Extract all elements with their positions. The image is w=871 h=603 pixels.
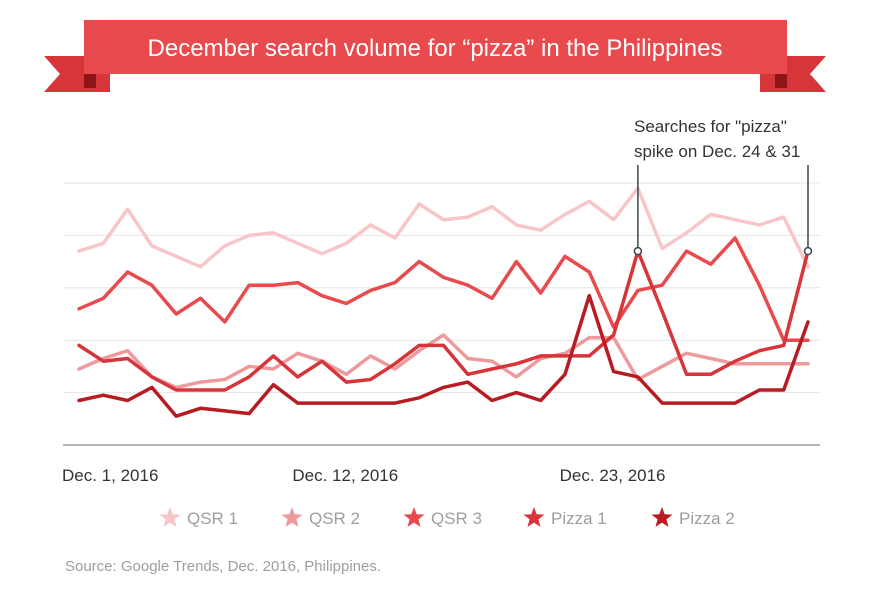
annotation-marker-dec-24 — [633, 246, 643, 256]
legend-item-qsr-2: QSR 2 — [281, 507, 360, 528]
annotation-line-1: Searches for "pizza" — [634, 117, 787, 136]
title-ribbon: December search volume for “pizza” in th… — [44, 20, 826, 92]
legend-label: QSR 3 — [431, 509, 482, 528]
series-line-qsr-3 — [77, 236, 810, 342]
star-icon — [651, 507, 673, 527]
series-line-pizza-1 — [77, 249, 810, 392]
legend-label: QSR 2 — [309, 509, 360, 528]
star-icon — [281, 507, 303, 527]
legend-label: Pizza 1 — [551, 509, 607, 528]
gridlines — [63, 182, 820, 394]
chart-title: December search volume for “pizza” in th… — [148, 35, 723, 62]
legend-item-qsr-1: QSR 1 — [159, 507, 238, 528]
legend-item-qsr-3: QSR 3 — [403, 507, 482, 528]
annotation: Searches for "pizza" spike on Dec. 24 & … — [633, 117, 813, 256]
legend-label: Pizza 2 — [679, 509, 735, 528]
ribbon-right-fold — [775, 74, 787, 88]
ribbon-left-fold — [84, 74, 96, 88]
star-icon — [523, 507, 545, 527]
ribbon-body — [84, 20, 787, 74]
x-axis-ticks: Dec. 1, 2016 Dec. 12, 2016 Dec. 23, 2016 — [62, 466, 666, 485]
series-line-pizza-2 — [77, 293, 810, 418]
x-tick-label: Dec. 12, 2016 — [292, 466, 398, 485]
legend-label: QSR 1 — [187, 509, 238, 528]
star-icon — [403, 507, 425, 527]
series-line-qsr-2 — [77, 333, 810, 390]
annotation-marker-dec-31 — [803, 246, 813, 256]
legend-item-pizza-2: Pizza 2 — [651, 507, 735, 528]
source-note: Source: Google Trends, Dec. 2016, Philip… — [65, 558, 381, 575]
star-icon — [159, 507, 181, 527]
x-tick-label: Dec. 23, 2016 — [560, 466, 666, 485]
series-line-qsr-1 — [77, 186, 810, 269]
legend: QSR 1 QSR 2 QSR 3 Pizza 1 Pizza 2 — [159, 507, 735, 528]
annotation-line-2: spike on Dec. 24 & 31 — [634, 142, 800, 161]
series-layer — [77, 186, 810, 418]
x-tick-label: Dec. 1, 2016 — [62, 466, 158, 485]
legend-item-pizza-1: Pizza 1 — [523, 507, 607, 528]
